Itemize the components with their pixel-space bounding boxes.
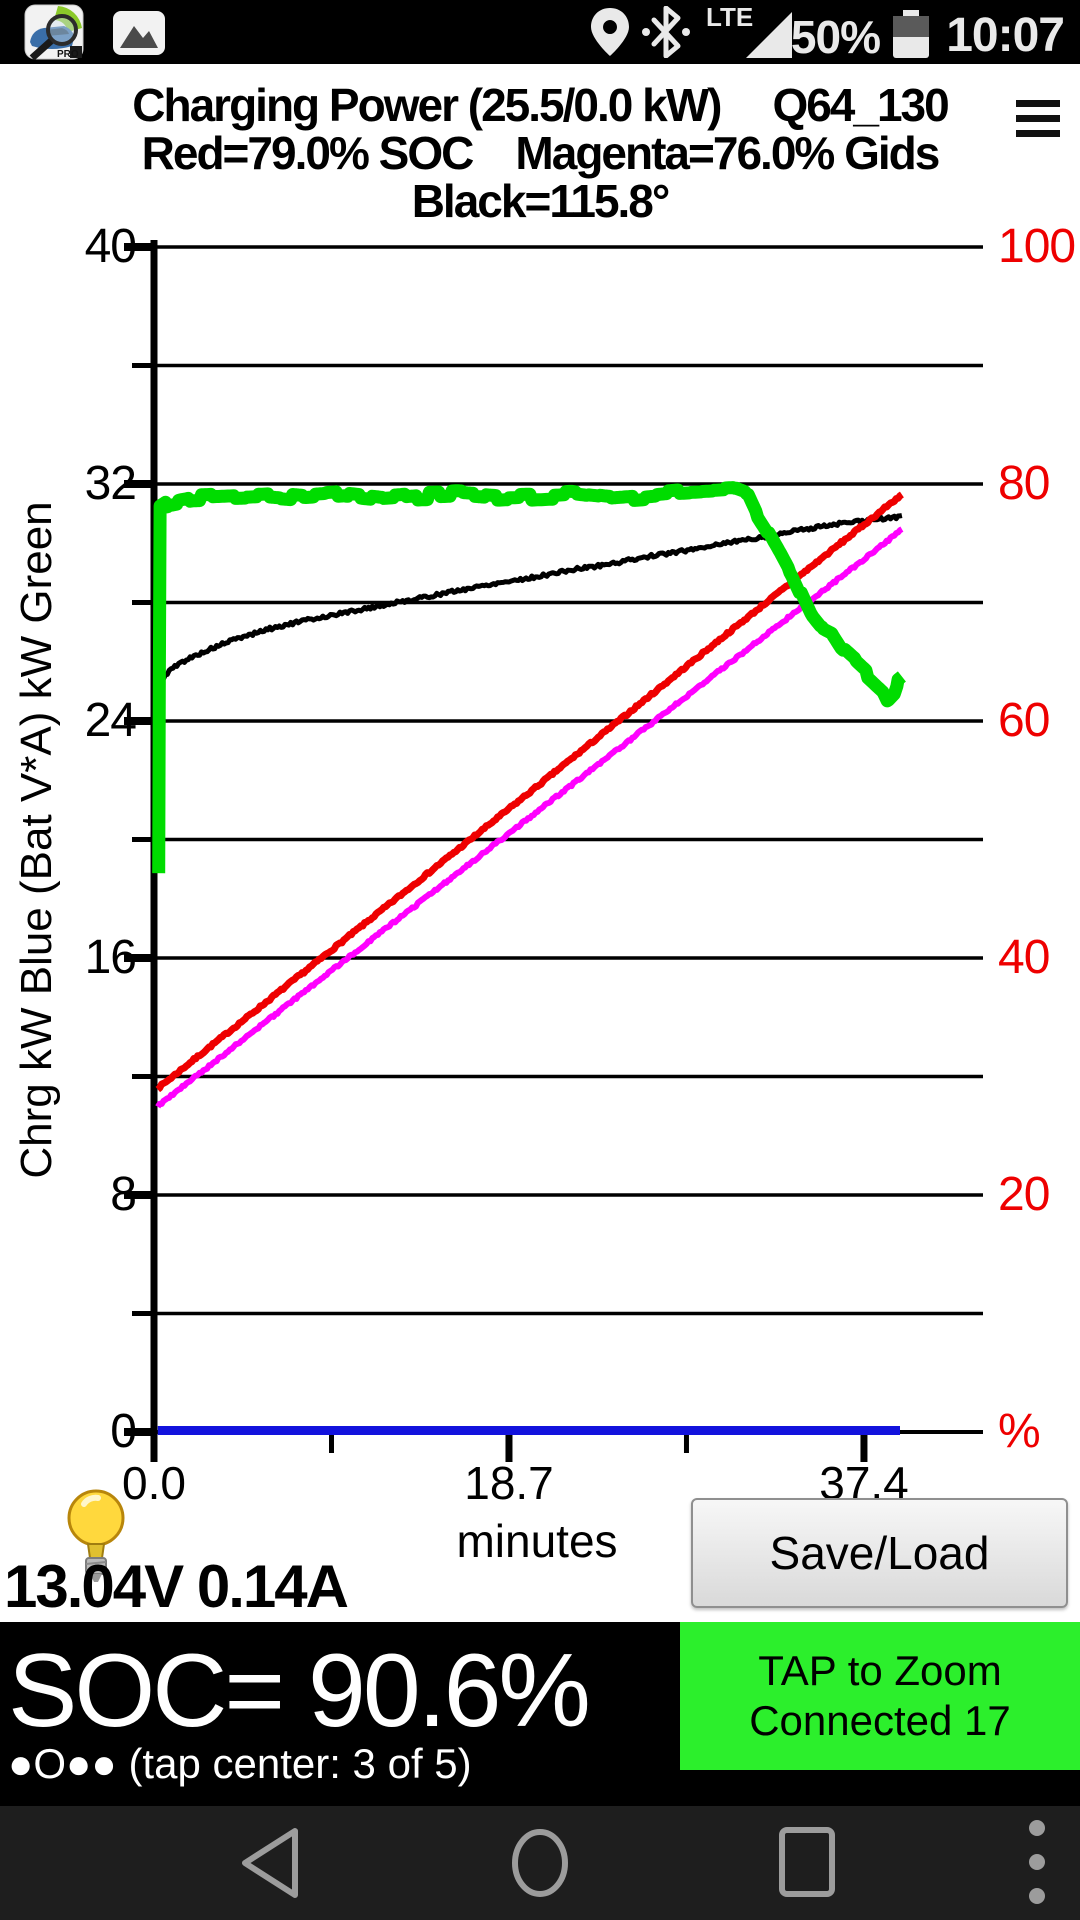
clock-label: 10:07 xyxy=(946,9,1065,62)
lte-label: LTE xyxy=(706,2,754,32)
save-load-label: Save/Load xyxy=(769,1527,990,1579)
legend-line-2: Black=115.8° xyxy=(411,175,671,227)
title-session: Q64_130 xyxy=(772,79,949,131)
y-right-tick-40: 40 xyxy=(998,931,1050,984)
bluetooth-icon xyxy=(642,6,690,58)
y-left-tick-16: 16 xyxy=(84,931,137,984)
nav-recents-icon[interactable] xyxy=(748,1806,868,1920)
y-axis-label: Chrg kW Blue (Bat V*A) kW Green xyxy=(12,501,61,1179)
series-line-temperature-black xyxy=(157,513,903,684)
svg-text:PRO: PRO xyxy=(57,49,79,60)
nav-back-icon[interactable] xyxy=(212,1806,332,1920)
y-left-tick-32: 32 xyxy=(84,457,137,510)
y-right-tick-20: 20 xyxy=(998,1168,1050,1221)
aux-battery-readout: 13.04V 0.14A xyxy=(4,1553,349,1620)
lightbulb-icon[interactable] xyxy=(58,1486,134,1592)
leafspy-app-notification-icon: PRO xyxy=(24,4,84,60)
y-right-tick-80: 80 xyxy=(998,457,1050,510)
battery-percent-label: 50% xyxy=(790,11,881,63)
menu-icon[interactable] xyxy=(1016,100,1062,140)
save-load-button[interactable]: Save/Load xyxy=(691,1498,1068,1608)
series-line-soc-red xyxy=(155,491,904,1093)
zoom-button-line2: Connected 17 xyxy=(749,1697,1011,1744)
nav-overflow-menu-icon[interactable] xyxy=(977,1806,1080,1920)
status-bar: PRO LTE 50% 10:07 xyxy=(0,0,1080,64)
y-left-tick-24: 24 xyxy=(84,694,137,747)
x-tick-18-7: 18.7 xyxy=(464,1457,554,1509)
y-left-tick-0: 0 xyxy=(110,1405,137,1458)
y-right-tick-pct: % xyxy=(998,1405,1041,1458)
battery-icon xyxy=(893,10,929,58)
y-right-tick-60: 60 xyxy=(998,694,1050,747)
legend-line-1: Red=79.0% SOC Magenta=76.0% Gids xyxy=(141,127,941,179)
zoom-button-line1: TAP to Zoom xyxy=(758,1647,1002,1694)
chart-title: Charging Power (25.5/0.0 kW) Q64_130 xyxy=(0,78,1080,132)
x-axis-label: minutes xyxy=(456,1515,618,1567)
series-line-charging-power-green xyxy=(152,481,907,874)
x-tick-0: 0.0 xyxy=(122,1457,186,1509)
soc-readout: SOC= 90.6% xyxy=(8,1633,591,1749)
page-indicator[interactable]: ●O●● (tap center: 3 of 5) xyxy=(8,1740,472,1787)
tap-to-zoom-button[interactable]: TAP to Zoom Connected 17 xyxy=(680,1622,1080,1770)
soc-bar: SOC= 90.6% ●O●● (tap center: 3 of 5) TAP… xyxy=(0,1622,1080,1806)
y-left-tick-40: 40 xyxy=(84,220,137,273)
android-nav-bar xyxy=(0,1806,1080,1920)
title-main: Charging Power (25.5/0.0 kW) xyxy=(132,79,722,131)
title-block: Charging Power (25.5/0.0 kW) Q64_130 Red=… xyxy=(0,64,1080,230)
nav-home-icon[interactable] xyxy=(480,1806,600,1920)
series-line-gids-magenta xyxy=(155,526,904,1109)
y-right-tick-100: 100 xyxy=(998,220,1076,273)
y-left-tick-8: 8 xyxy=(110,1168,137,1221)
gallery-notification-icon xyxy=(113,11,165,55)
signal-icon xyxy=(746,12,792,58)
location-icon xyxy=(591,8,629,56)
